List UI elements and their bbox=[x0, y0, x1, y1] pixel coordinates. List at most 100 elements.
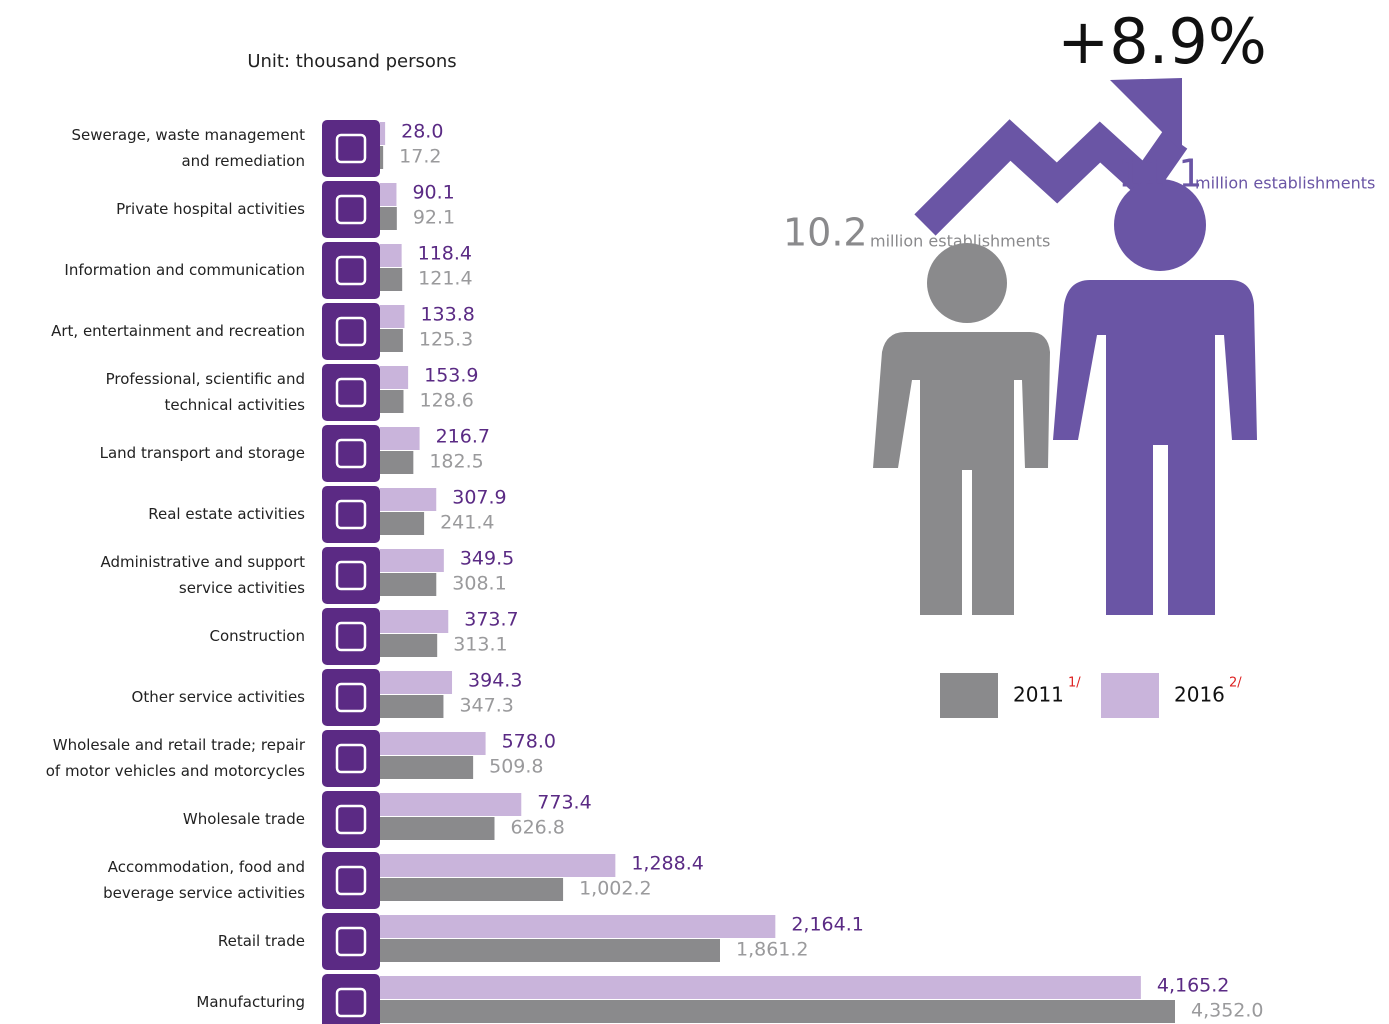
value-label-2016: 773.4 bbox=[537, 792, 591, 814]
annotation-text: million establishments bbox=[870, 232, 1050, 251]
legend-swatch bbox=[1101, 673, 1159, 718]
icon-box bbox=[322, 425, 380, 482]
value-label-2016: 578.0 bbox=[502, 731, 556, 753]
value-label-2011: 626.8 bbox=[511, 817, 565, 839]
icon-glyph bbox=[335, 255, 367, 286]
value-label-2016: 153.9 bbox=[424, 365, 478, 387]
unit-label: Unit: thousand persons bbox=[247, 51, 456, 72]
value-label-2016: 28.0 bbox=[401, 121, 443, 143]
category-label: Art, entertainment and recreation bbox=[51, 322, 305, 340]
icon-box bbox=[322, 791, 380, 848]
bar-2016 bbox=[380, 610, 449, 633]
legend-note: 2/ bbox=[1229, 676, 1242, 691]
bar-2011 bbox=[380, 146, 384, 169]
value-label-2011: 17.2 bbox=[399, 146, 441, 168]
bar-2011 bbox=[380, 329, 403, 352]
bar-2016 bbox=[380, 488, 437, 511]
category-label: Real estate activities bbox=[148, 505, 305, 523]
value-label-2011: 121.4 bbox=[418, 268, 472, 290]
icon-glyph bbox=[335, 865, 367, 896]
value-label-2011: 92.1 bbox=[413, 207, 455, 229]
bar-2011 bbox=[380, 268, 403, 291]
value-label-2016: 90.1 bbox=[412, 182, 454, 204]
bar-2011 bbox=[380, 390, 404, 413]
category-label: Wholesale and retail trade; repair of mo… bbox=[45, 736, 305, 780]
arrow-head bbox=[1110, 78, 1182, 152]
value-label-2016: 349.5 bbox=[460, 548, 514, 570]
legend-label: 2011 bbox=[1013, 683, 1064, 707]
value-label-2016: 133.8 bbox=[420, 304, 474, 326]
value-label-2016: 2,164.1 bbox=[791, 914, 864, 936]
bar-2016 bbox=[380, 305, 405, 328]
category-label: Information and communication bbox=[64, 261, 305, 279]
icon-glyph bbox=[335, 682, 367, 713]
icon-box bbox=[322, 303, 380, 360]
icon-box bbox=[322, 547, 380, 604]
bar-2011 bbox=[380, 1000, 1175, 1023]
icon-glyph bbox=[335, 743, 367, 774]
icon-glyph bbox=[335, 499, 367, 530]
bar-2011 bbox=[380, 634, 438, 657]
bar-2011 bbox=[380, 573, 437, 596]
bar-2016 bbox=[380, 183, 397, 206]
value-label-2016: 394.3 bbox=[468, 670, 522, 692]
value-label-2016: 118.4 bbox=[418, 243, 472, 265]
value-label-2016: 216.7 bbox=[436, 426, 490, 448]
bar-2016 bbox=[380, 854, 616, 877]
category-label: Construction bbox=[209, 627, 305, 645]
icon-glyph bbox=[335, 316, 367, 347]
icon-box bbox=[322, 852, 380, 909]
value-label-2011: 128.6 bbox=[419, 390, 473, 412]
value-label-2016: 307.9 bbox=[452, 487, 506, 509]
icon-box bbox=[322, 730, 380, 787]
icon-glyph bbox=[335, 194, 367, 225]
icon-glyph bbox=[335, 438, 367, 469]
bar-2011 bbox=[380, 817, 495, 840]
person-2016 bbox=[1053, 179, 1257, 615]
icon-box bbox=[322, 486, 380, 543]
bar-2011 bbox=[380, 756, 474, 779]
bar-2016 bbox=[380, 976, 1141, 999]
person-2011 bbox=[873, 243, 1050, 615]
icon-glyph bbox=[335, 926, 367, 957]
value-label-2011: 1,002.2 bbox=[579, 878, 652, 900]
bar-2011 bbox=[380, 451, 414, 474]
bar-2016 bbox=[380, 793, 522, 816]
headline: +8.9% bbox=[1057, 5, 1266, 78]
icon-box bbox=[322, 364, 380, 421]
category-label: Accommodation, food and beverage service… bbox=[103, 858, 305, 902]
category-label: Wholesale trade bbox=[182, 810, 305, 828]
bar-2016 bbox=[380, 122, 386, 145]
annotation-value: 11.1 bbox=[1118, 152, 1203, 196]
value-label-2011: 125.3 bbox=[419, 329, 473, 351]
icon-glyph bbox=[335, 804, 367, 835]
legend-label: 2016 bbox=[1174, 683, 1225, 707]
bar-2016 bbox=[380, 549, 444, 572]
value-label-2016: 4,165.2 bbox=[1157, 975, 1230, 997]
value-label-2011: 1,861.2 bbox=[736, 939, 809, 961]
value-label-2011: 241.4 bbox=[440, 512, 494, 534]
category-label: Manufacturing bbox=[196, 993, 305, 1011]
annotation-text: million establishments bbox=[1195, 174, 1375, 193]
icon-box bbox=[322, 913, 380, 970]
value-label-2011: 509.8 bbox=[489, 756, 543, 778]
growth-arrow bbox=[914, 119, 1188, 236]
category-label: Land transport and storage bbox=[99, 444, 305, 462]
category-label: Other service activities bbox=[131, 688, 305, 706]
icon-box bbox=[322, 181, 380, 238]
category-label: Sewerage, waste management and remediati… bbox=[71, 126, 305, 170]
legend-swatch bbox=[940, 673, 998, 718]
bar-2011 bbox=[380, 878, 564, 901]
icon-box bbox=[322, 120, 380, 177]
value-label-2011: 182.5 bbox=[429, 451, 483, 473]
value-label-2016: 373.7 bbox=[464, 609, 518, 631]
bar-2016 bbox=[380, 671, 453, 694]
icon-glyph bbox=[335, 560, 367, 591]
legend-note: 1/ bbox=[1068, 676, 1081, 691]
bar-2011 bbox=[380, 207, 397, 230]
bar-2016 bbox=[380, 915, 776, 938]
annotation-value: 10.2 bbox=[783, 211, 868, 255]
icon-glyph bbox=[335, 133, 367, 164]
icon-box bbox=[322, 669, 380, 726]
